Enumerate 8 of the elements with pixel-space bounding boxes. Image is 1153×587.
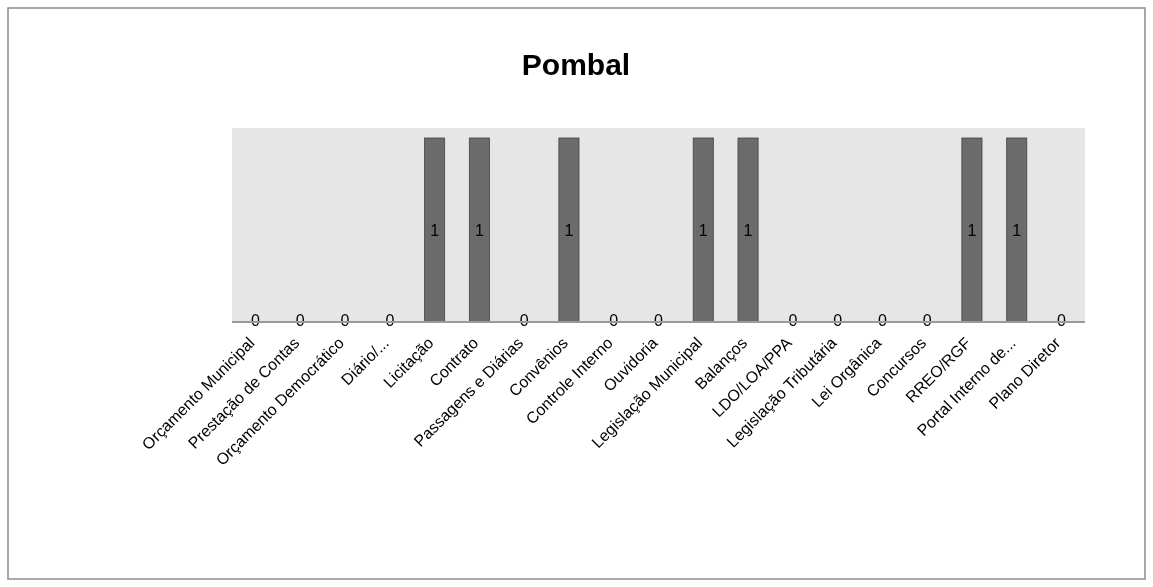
data-label: 1: [698, 222, 708, 239]
data-label: 1: [430, 222, 440, 239]
data-label: 1: [474, 222, 484, 239]
data-label: 1: [564, 222, 574, 239]
chart-title: Pombal: [521, 48, 631, 81]
data-label: 1: [743, 222, 753, 239]
data-label: 1: [1012, 222, 1022, 239]
data-label: 1: [967, 222, 977, 239]
